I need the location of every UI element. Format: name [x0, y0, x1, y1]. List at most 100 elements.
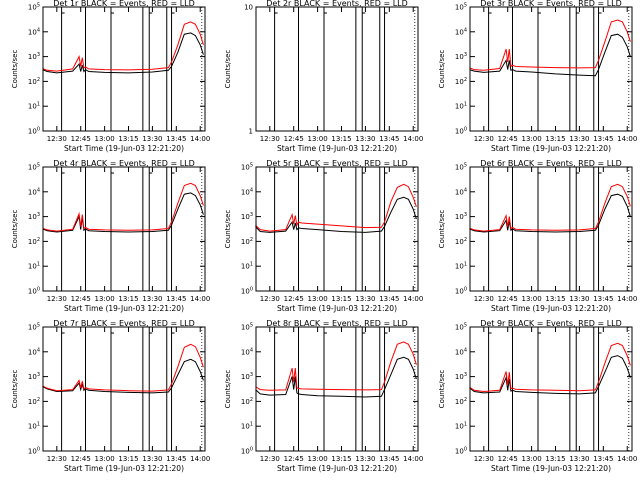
y-tick-label: 102 [455, 77, 467, 86]
x-tick-label: 14:00 [617, 135, 637, 143]
x-tick-label: 12:30 [474, 295, 494, 303]
panel-det-6: Det 6r BLACK = Events, RED = LLD 12:30 12:… [438, 159, 637, 313]
y-tick-label: 101 [28, 102, 40, 111]
x-tick-label: 13:15 [118, 295, 138, 303]
y-tick-label: 105 [455, 3, 467, 12]
lld-series-line [42, 21, 204, 72]
plot-frame [469, 326, 633, 452]
y-tick-label: 103 [455, 212, 467, 221]
x-tick-label: 14:00 [190, 455, 210, 463]
plot-frame [42, 326, 206, 452]
y-tick-label: 104 [28, 187, 40, 196]
y-tick-label: 10 [244, 4, 253, 12]
y-tick-label: 103 [241, 372, 253, 381]
y-tick-label: 100 [455, 127, 467, 136]
y-tick-label: 103 [28, 372, 40, 381]
panel-det-8: Det 8r BLACK = Events, RED = LLD 12:30 12:… [224, 319, 423, 473]
lld-series-line [42, 182, 204, 232]
x-axis-label: Start Time (19-Jun-03 12:21:20) [491, 464, 611, 473]
x-tick-label: 13:00 [308, 455, 328, 463]
x-tick-label: 13:15 [118, 455, 138, 463]
x-tick-label: 13:00 [522, 135, 542, 143]
y-tick-label: 105 [28, 323, 40, 332]
x-tick-label: 13:00 [95, 295, 115, 303]
lld-series-line [469, 19, 631, 71]
x-tick-label: 14:00 [190, 135, 210, 143]
y-axis-label: Counts/sec [11, 50, 19, 89]
events-series-line [469, 355, 631, 395]
y-tick-label: 104 [28, 347, 40, 356]
x-tick-label: 12:45 [498, 135, 518, 143]
events-series-line [42, 32, 204, 74]
panel-det-7: Det 7r BLACK = Events, RED = LLD 12:30 12:… [11, 319, 210, 473]
y-tick-label: 101 [28, 262, 40, 271]
x-tick-label: 13:00 [308, 135, 328, 143]
x-tick-label: 14:00 [617, 295, 637, 303]
y-axis-label: Counts/sec [11, 370, 19, 409]
panel-title: Det 7r BLACK = Events, RED = LLD [53, 319, 195, 328]
y-tick-label: 104 [241, 347, 253, 356]
x-tick-label: 13:45 [379, 295, 399, 303]
y-axis-label: Counts/sec [224, 210, 232, 249]
y-tick-label: 101 [455, 102, 467, 111]
panel-det-9: Det 9r BLACK = Events, RED = LLD 12:30 12:… [438, 319, 637, 473]
plot-frame [469, 6, 633, 132]
y-tick-label: 100 [241, 287, 253, 296]
x-tick-label: 12:45 [71, 295, 91, 303]
plot-frame [255, 166, 419, 292]
x-tick-label: 13:00 [95, 455, 115, 463]
events-series-line [255, 196, 417, 233]
panel-title: Det 4r BLACK = Events, RED = LLD [53, 159, 195, 168]
x-tick-label: 12:45 [498, 295, 518, 303]
x-axis-label: Start Time (19-Jun-03 12:21:20) [64, 304, 184, 313]
x-axis-label: Start Time (19-Jun-03 12:21:20) [491, 144, 611, 153]
panel-det-4: Det 4r BLACK = Events, RED = LLD 12:30 12:… [11, 159, 210, 313]
x-tick-label: 12:30 [47, 455, 67, 463]
y-tick-label: 101 [28, 422, 40, 431]
x-tick-label: 13:15 [331, 135, 351, 143]
plot-frame [255, 6, 419, 132]
panel-title: Det 2r BLACK = Events, RED = LLD [266, 0, 408, 8]
x-tick-label: 13:45 [166, 135, 186, 143]
y-tick-label: 101 [455, 422, 467, 431]
lld-series-line [255, 183, 417, 232]
x-tick-label: 13:45 [379, 455, 399, 463]
x-tick-label: 13:30 [355, 295, 375, 303]
panel-det-5: Det 5r BLACK = Events, RED = LLD 12:30 12:… [224, 159, 423, 313]
panel-det-2: Det 2r BLACK = Events, RED = LLD 12:30 12:… [224, 0, 423, 153]
y-axis-label: Counts/sec [438, 50, 446, 89]
panel-title: Det 8r BLACK = Events, RED = LLD [266, 319, 408, 328]
y-tick-label: 105 [241, 163, 253, 172]
y-tick-label: 104 [455, 347, 467, 356]
y-tick-label: 104 [455, 27, 467, 36]
x-tick-label: 12:30 [260, 295, 280, 303]
events-series-line [42, 358, 204, 394]
panel-det-1: Det 1r BLACK = Events, RED = LLD 12:30 12:… [11, 0, 210, 153]
y-tick-label: 102 [455, 237, 467, 246]
y-tick-label: 101 [241, 422, 253, 431]
x-tick-label: 13:00 [522, 455, 542, 463]
x-tick-label: 13:45 [593, 135, 613, 143]
x-tick-label: 13:15 [545, 295, 565, 303]
y-tick-label: 103 [455, 372, 467, 381]
y-tick-label: 102 [28, 77, 40, 86]
x-tick-label: 12:45 [498, 455, 518, 463]
x-tick-label: 13:30 [142, 295, 162, 303]
x-axis-label: Start Time (19-Jun-03 12:21:20) [64, 464, 184, 473]
x-tick-label: 13:30 [569, 455, 589, 463]
x-tick-label: 13:45 [593, 455, 613, 463]
y-tick-label: 102 [455, 397, 467, 406]
x-axis-label: Start Time (19-Jun-03 12:21:20) [277, 464, 397, 473]
x-tick-label: 13:00 [522, 295, 542, 303]
y-tick-label: 100 [28, 447, 40, 456]
y-axis-label: Counts/sec [11, 210, 19, 249]
panel-title: Det 3r BLACK = Events, RED = LLD [480, 0, 622, 8]
x-tick-label: 13:30 [142, 455, 162, 463]
y-axis-label: Counts/sec [224, 50, 232, 89]
x-tick-label: 13:45 [166, 295, 186, 303]
y-tick-label: 103 [28, 52, 40, 61]
events-series-line [42, 192, 204, 233]
x-tick-label: 13:45 [593, 295, 613, 303]
y-axis-label: Counts/sec [438, 210, 446, 249]
plot-frame [469, 166, 633, 292]
